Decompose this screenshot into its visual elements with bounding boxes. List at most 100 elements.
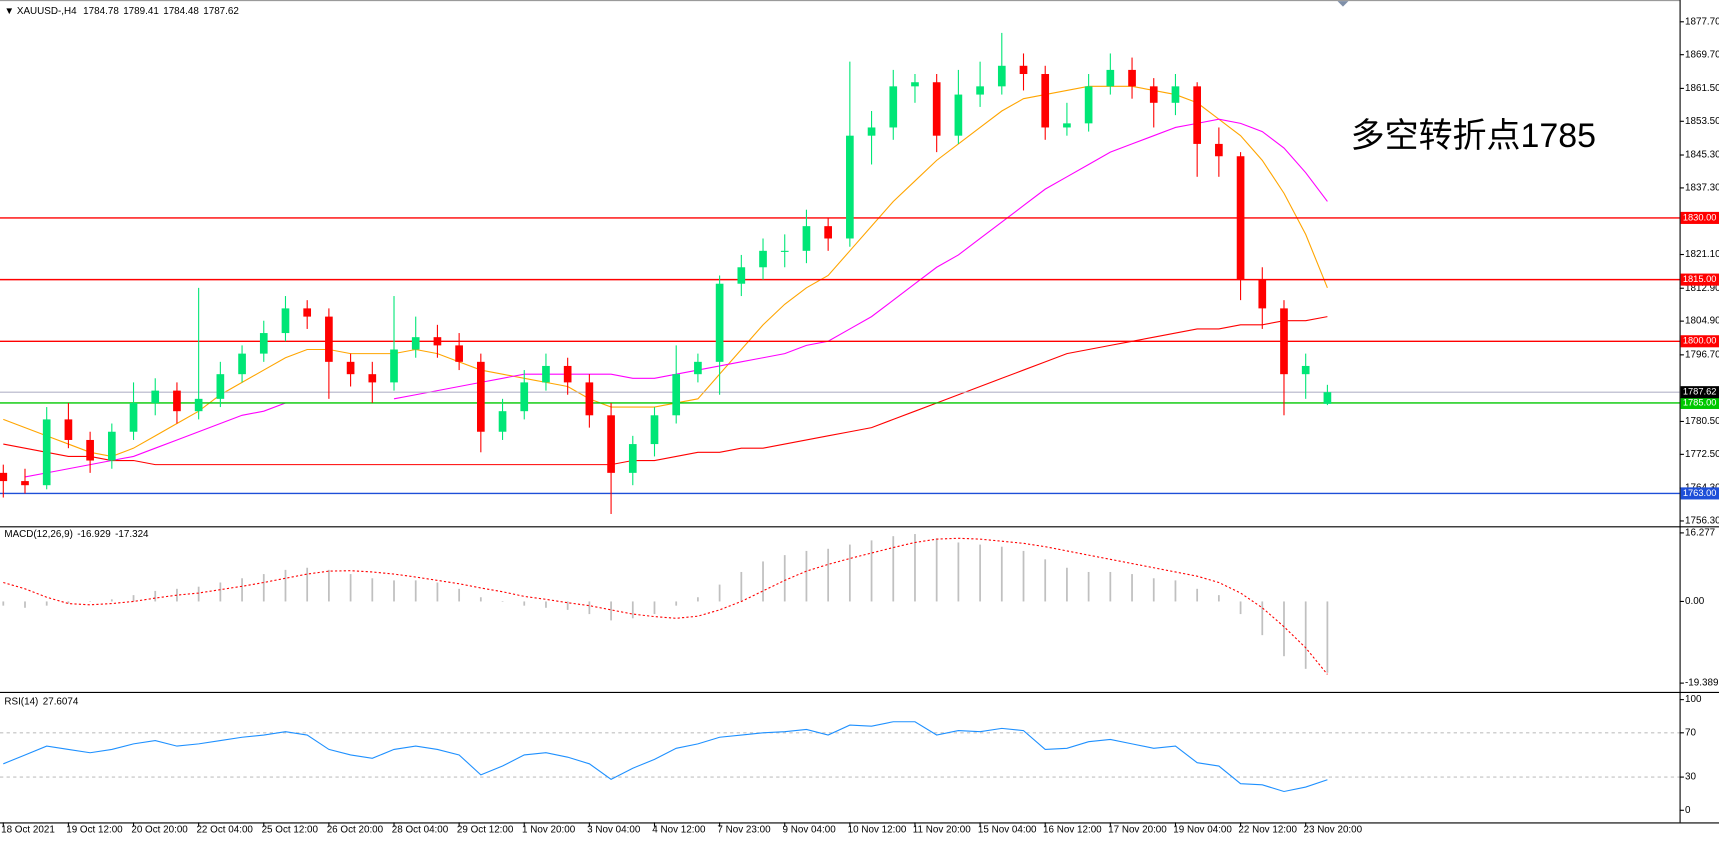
y-tick-label: 1812.90	[1685, 283, 1719, 294]
macd-bar	[870, 540, 873, 602]
signal-last: -17.324	[115, 529, 149, 540]
macd-bar	[848, 544, 851, 602]
macd-bar	[1109, 571, 1112, 602]
candle-body	[846, 135, 854, 239]
macd-bar	[675, 601, 678, 606]
macd-bar	[176, 588, 178, 602]
x-tick-label: 16 Nov 12:00	[1043, 825, 1102, 836]
candle-body	[368, 374, 377, 383]
y-tick-label: 1877.70	[1685, 16, 1719, 27]
candle-body	[672, 374, 681, 416]
rsi-header: RSI(14) 27.6074	[4, 696, 79, 707]
header-low: 1784.48	[163, 6, 199, 17]
level-tag-label: 1815.00	[1683, 274, 1717, 284]
candle-body	[802, 226, 811, 251]
x-tick-label: 23 Nov 20:00	[1304, 825, 1363, 836]
macd-bar	[501, 601, 504, 602]
candle-body	[1280, 308, 1288, 375]
macd-bar	[718, 584, 721, 602]
current-price-label: 1787.62	[1683, 387, 1717, 397]
macd-bar	[154, 590, 157, 602]
macd-title: MACD(12,26,9)	[4, 529, 72, 540]
moving-average	[3, 316, 1328, 466]
macd-bar	[132, 595, 135, 602]
x-tick-label: 22 Oct 04:00	[196, 825, 253, 836]
x-tick-label: 29 Oct 12:00	[457, 825, 514, 836]
y-tick-label: 0.00	[1685, 596, 1705, 607]
candle-body	[954, 94, 963, 136]
candle-body	[889, 86, 898, 128]
macd-bar	[588, 601, 591, 615]
macd-bar	[653, 601, 656, 615]
macd-bar	[914, 534, 916, 602]
candle-body	[303, 308, 312, 317]
candle-body	[173, 390, 181, 412]
macd-bar	[1326, 601, 1329, 673]
y-tick-label: 1869.70	[1685, 49, 1719, 60]
macd-bar	[1217, 595, 1220, 602]
candle-body	[607, 415, 615, 473]
macd-bar	[1239, 601, 1242, 615]
symbol: XAUUSD-,H4	[17, 6, 77, 17]
candle-body	[542, 365, 550, 383]
y-tick-label: 1804.90	[1685, 316, 1719, 327]
chart-header: ▼ XAUUSD-,H4 1784.78 1789.41 1784.48 1787.62	[4, 6, 238, 17]
macd-bar	[306, 567, 309, 602]
level-tag	[1680, 273, 1719, 286]
candle-body	[281, 308, 290, 334]
macd-bar	[89, 601, 91, 602]
candle-body	[1063, 123, 1071, 128]
y-tick-label: 1837.30	[1685, 183, 1719, 194]
frame	[0, 0, 1719, 824]
x-tick-label: 19 Oct 12:00	[66, 825, 123, 836]
macd-bar	[414, 580, 417, 602]
macd-bar	[1261, 601, 1264, 636]
y-tick-label: 100	[1685, 694, 1702, 705]
macd-bar	[935, 538, 938, 602]
annotation: 多空转折点1785	[1351, 117, 1596, 155]
x-tick-label: 4 Nov 12:00	[652, 825, 706, 836]
macd-bar	[805, 550, 808, 602]
x-tick-label: 10 Nov 12:00	[848, 825, 907, 836]
y-tick-label: 1772.50	[1685, 449, 1719, 460]
level-tag	[1680, 487, 1719, 500]
current-price-tag	[1680, 386, 1719, 399]
x-tick-label: 15 Nov 04:00	[978, 825, 1037, 836]
candle-body	[1041, 74, 1050, 128]
candle-body	[151, 390, 160, 403]
macd-bar	[328, 569, 330, 602]
macd-bar	[1304, 601, 1307, 669]
candle-body	[216, 374, 225, 399]
candle-body	[1171, 86, 1180, 103]
candle-body	[498, 411, 507, 432]
y-tick-label: 1853.50	[1685, 116, 1719, 127]
candle-body	[628, 444, 637, 473]
level-tag	[1680, 335, 1719, 348]
macd-bar	[610, 601, 612, 621]
macd-bar	[979, 544, 981, 602]
macd-bar	[1066, 567, 1068, 602]
candle-body	[563, 365, 572, 383]
level-tag-label: 1785.00	[1683, 397, 1717, 407]
candle-body	[477, 361, 485, 432]
macd-bar	[284, 569, 287, 602]
macd-bar	[892, 536, 895, 602]
candle-body	[1149, 86, 1158, 103]
candle-body	[346, 361, 355, 375]
candle-body	[194, 398, 203, 412]
signal-line	[3, 537, 1328, 675]
macd-bar	[1000, 546, 1003, 602]
candle-body	[911, 82, 919, 87]
x-tick-label: 26 Oct 20:00	[327, 825, 384, 836]
header-high: 1789.41	[123, 6, 159, 17]
macd-bar	[262, 574, 265, 602]
price-panel: 1877.70 1869.70 1861.50 1853.50 1845.30 1837.…	[0, 16, 1719, 527]
macd-bar	[45, 601, 48, 606]
y-tick-label: 70	[1685, 727, 1696, 738]
rsi-panel: 100 70 30 0	[0, 694, 1702, 816]
macd-bar	[957, 542, 960, 602]
y-tick-label: 16.277	[1685, 528, 1715, 539]
